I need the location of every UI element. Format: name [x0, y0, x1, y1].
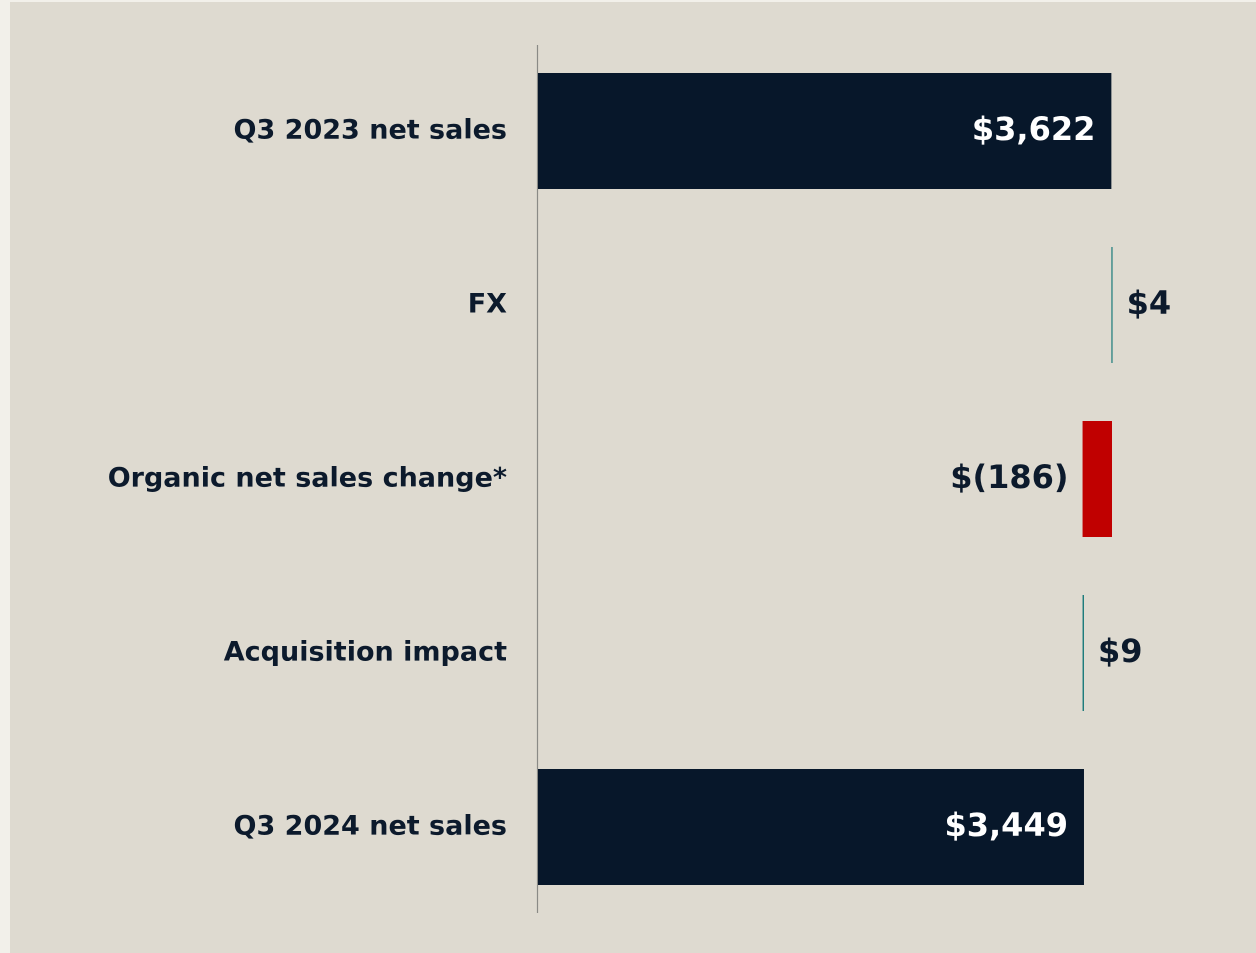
value-label: $3,622: [972, 110, 1095, 148]
bar: [538, 769, 1084, 885]
category-label: FX: [468, 289, 507, 320]
value-label: $4: [1127, 284, 1172, 322]
category-label: Q3 2023 net sales: [234, 115, 507, 146]
value-label: $(186): [950, 458, 1068, 496]
value-label: $9: [1098, 632, 1143, 670]
bar: [538, 73, 1112, 189]
bar: [1082, 595, 1084, 711]
bar: [1111, 247, 1113, 363]
category-label: Q3 2024 net sales: [234, 811, 507, 842]
value-label: $3,449: [944, 806, 1067, 844]
category-label: Acquisition impact: [224, 637, 507, 668]
category-label: Organic net sales change*: [108, 463, 507, 494]
bar: [1082, 421, 1112, 537]
